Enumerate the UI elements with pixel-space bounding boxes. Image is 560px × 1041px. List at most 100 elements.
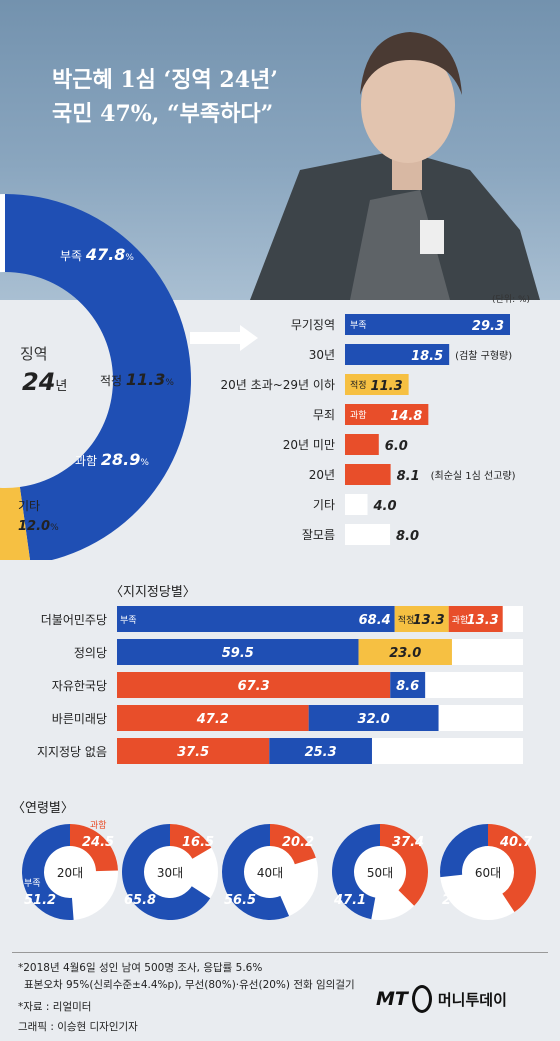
party-value-2-1: 59.5 [222, 646, 254, 661]
age-blue-3 [222, 824, 290, 920]
party-seg-1-3 [448, 606, 503, 632]
party-seg-1-2 [394, 606, 449, 632]
party-label-2: 정의당 [74, 646, 107, 660]
party-value-4-1: 47.2 [196, 712, 229, 727]
age-red-value-5: 40.7 [499, 835, 533, 850]
age-red-value-3: 20.2 [282, 835, 314, 850]
footnote-credit: 그래픽 : 이승현 디자인기자 [18, 1021, 138, 1033]
row-bar-2 [345, 344, 450, 365]
row-bar-5 [345, 434, 379, 455]
party-value-1-1: 68.4 [359, 613, 391, 628]
age-blue-2 [121, 824, 211, 920]
row-bar-7 [345, 494, 368, 515]
age-red-5 [488, 824, 536, 913]
row-tag-1: 부족 [350, 320, 367, 331]
headline-line1: 박근혜 1심 ‘징역 24년’ [52, 67, 278, 93]
headline-line2: 국민 47%, “부족하다” [52, 101, 274, 127]
age-blue-value-2: 65.8 [124, 893, 156, 908]
footnote-margin: 표본오차 95%(신뢰수준±4.4%p), 무선(80%)·유선(20%) 전화… [24, 979, 355, 991]
party-section-title: 〈지지정당별〉 [110, 585, 196, 600]
row-label-8: 잘모름 [302, 528, 335, 542]
party-value-5-1: 37.5 [177, 745, 209, 760]
party-seg-4-1 [117, 705, 309, 731]
party-seg-5-1 [117, 738, 270, 764]
row-label-7: 기타 [313, 498, 335, 512]
party-label-4: 바른미래당 [52, 712, 107, 726]
footnote-survey: *2018년 4월6일 성인 남여 500명 조사, 응답률 5.6% [18, 962, 263, 974]
row-value-3: 11.3 [371, 379, 403, 394]
donut-center-unit: 년 [55, 379, 68, 394]
donut-segment-4 [0, 194, 5, 273]
age-blue-value-3: 56.5 [224, 893, 256, 908]
logo-circle-icon [411, 985, 432, 1013]
age-red-1 [70, 824, 118, 872]
party-seg-4-2 [308, 705, 439, 731]
row-value-2: 18.5 [411, 349, 443, 364]
row-label-4: 무죄 [313, 408, 335, 422]
row-note-6: (최순실 1심 선고량) [431, 470, 516, 482]
age-red-value-4: 37.4 [392, 835, 424, 850]
donut-label-3: 과함 28.9% [75, 450, 149, 469]
row-bar-1 [345, 314, 510, 335]
party-seg-2-1 [117, 639, 359, 665]
age-red-3 [270, 824, 316, 865]
party-value-2-2: 23.0 [389, 646, 421, 661]
row-tag-4: 과함 [350, 410, 367, 421]
arrow-icon [190, 325, 258, 351]
logo-text: 머니투데이 [437, 990, 507, 1009]
age-blue-value-1: 51.2 [24, 893, 56, 908]
age-blue-value-4: 47.1 [333, 893, 366, 908]
donut-center-number: 24 [22, 368, 56, 396]
age-red-value-2: 16.5 [182, 835, 214, 850]
row-label-1: 무기징역 [291, 318, 335, 332]
party-value-3-1: 67.3 [238, 679, 270, 694]
row-bar-8 [345, 524, 391, 545]
party-value-4-2: 32.0 [358, 712, 390, 727]
party-value-1-2: 13.3 [413, 613, 445, 628]
row-bar-6 [345, 464, 391, 485]
party-label-1: 더불어민주당 [41, 613, 107, 627]
age-red-value-1: 24.5 [82, 835, 114, 850]
party-label-5: 지지정당 없음 [37, 745, 107, 759]
party-value-3-2: 8.6 [396, 679, 419, 694]
row-bar-4 [345, 404, 429, 425]
age-donut-charts: 20대 24.5 51.2 30대 16.5 65.8 40대 20.2 56.5 50대 37.4… [22, 820, 536, 920]
row-tag-3: 적정 [350, 379, 367, 391]
party-seg-3-1 [117, 672, 391, 698]
age-label-5: 60대 [475, 866, 501, 880]
row-label-2: 30년 [309, 348, 335, 362]
donut-label-1: 부족 47.8% [60, 245, 134, 264]
sentence-bar-chart: 무기징역 부족 29.3 30년 18.5 (검찰 구형량) 20년 초과~29년 이하 적정… [221, 314, 516, 545]
donut-segment-2 [0, 486, 31, 560]
age-blue-value-5: 26.7 [442, 893, 475, 908]
age-label-2: 30대 [157, 866, 183, 880]
row-value-8: 8.0 [396, 529, 419, 544]
portrait-illustration [250, 32, 540, 300]
row-label-5: 20년 미만 [283, 438, 335, 452]
row-value-6: 8.1 [397, 469, 420, 484]
age-red-tag: 과함 [90, 820, 107, 831]
donut-center-label: 징역 [20, 345, 48, 363]
age-blue-5 [440, 824, 488, 878]
party-tag-1-2: 적정 [398, 614, 415, 626]
party-label-3: 자유한국당 [52, 679, 107, 693]
row-value-5: 6.0 [385, 439, 408, 454]
row-label-6: 20년 [309, 468, 335, 482]
age-blue-tag: 부족 [24, 878, 41, 889]
party-seg-2-2 [358, 639, 452, 665]
age-label-1: 20대 [57, 866, 83, 880]
party-tag-1-1: 부족 [120, 615, 137, 626]
unit-note: (단위: %) [492, 295, 531, 305]
footnote-source: *자료 : 리얼미터 [18, 1001, 92, 1013]
age-label-3: 40대 [257, 866, 283, 880]
row-note-2: (검찰 구형량) [455, 350, 512, 362]
party-seg-1-1 [117, 606, 395, 632]
donut-label-4: 기타 12.0% [18, 499, 59, 534]
row-bar-3 [345, 374, 409, 395]
donut-label-2: 적정 11.3% [100, 370, 174, 389]
age-red-4 [380, 824, 428, 906]
row-value-4: 14.8 [390, 409, 422, 424]
logo-mark: MT [376, 988, 408, 1010]
